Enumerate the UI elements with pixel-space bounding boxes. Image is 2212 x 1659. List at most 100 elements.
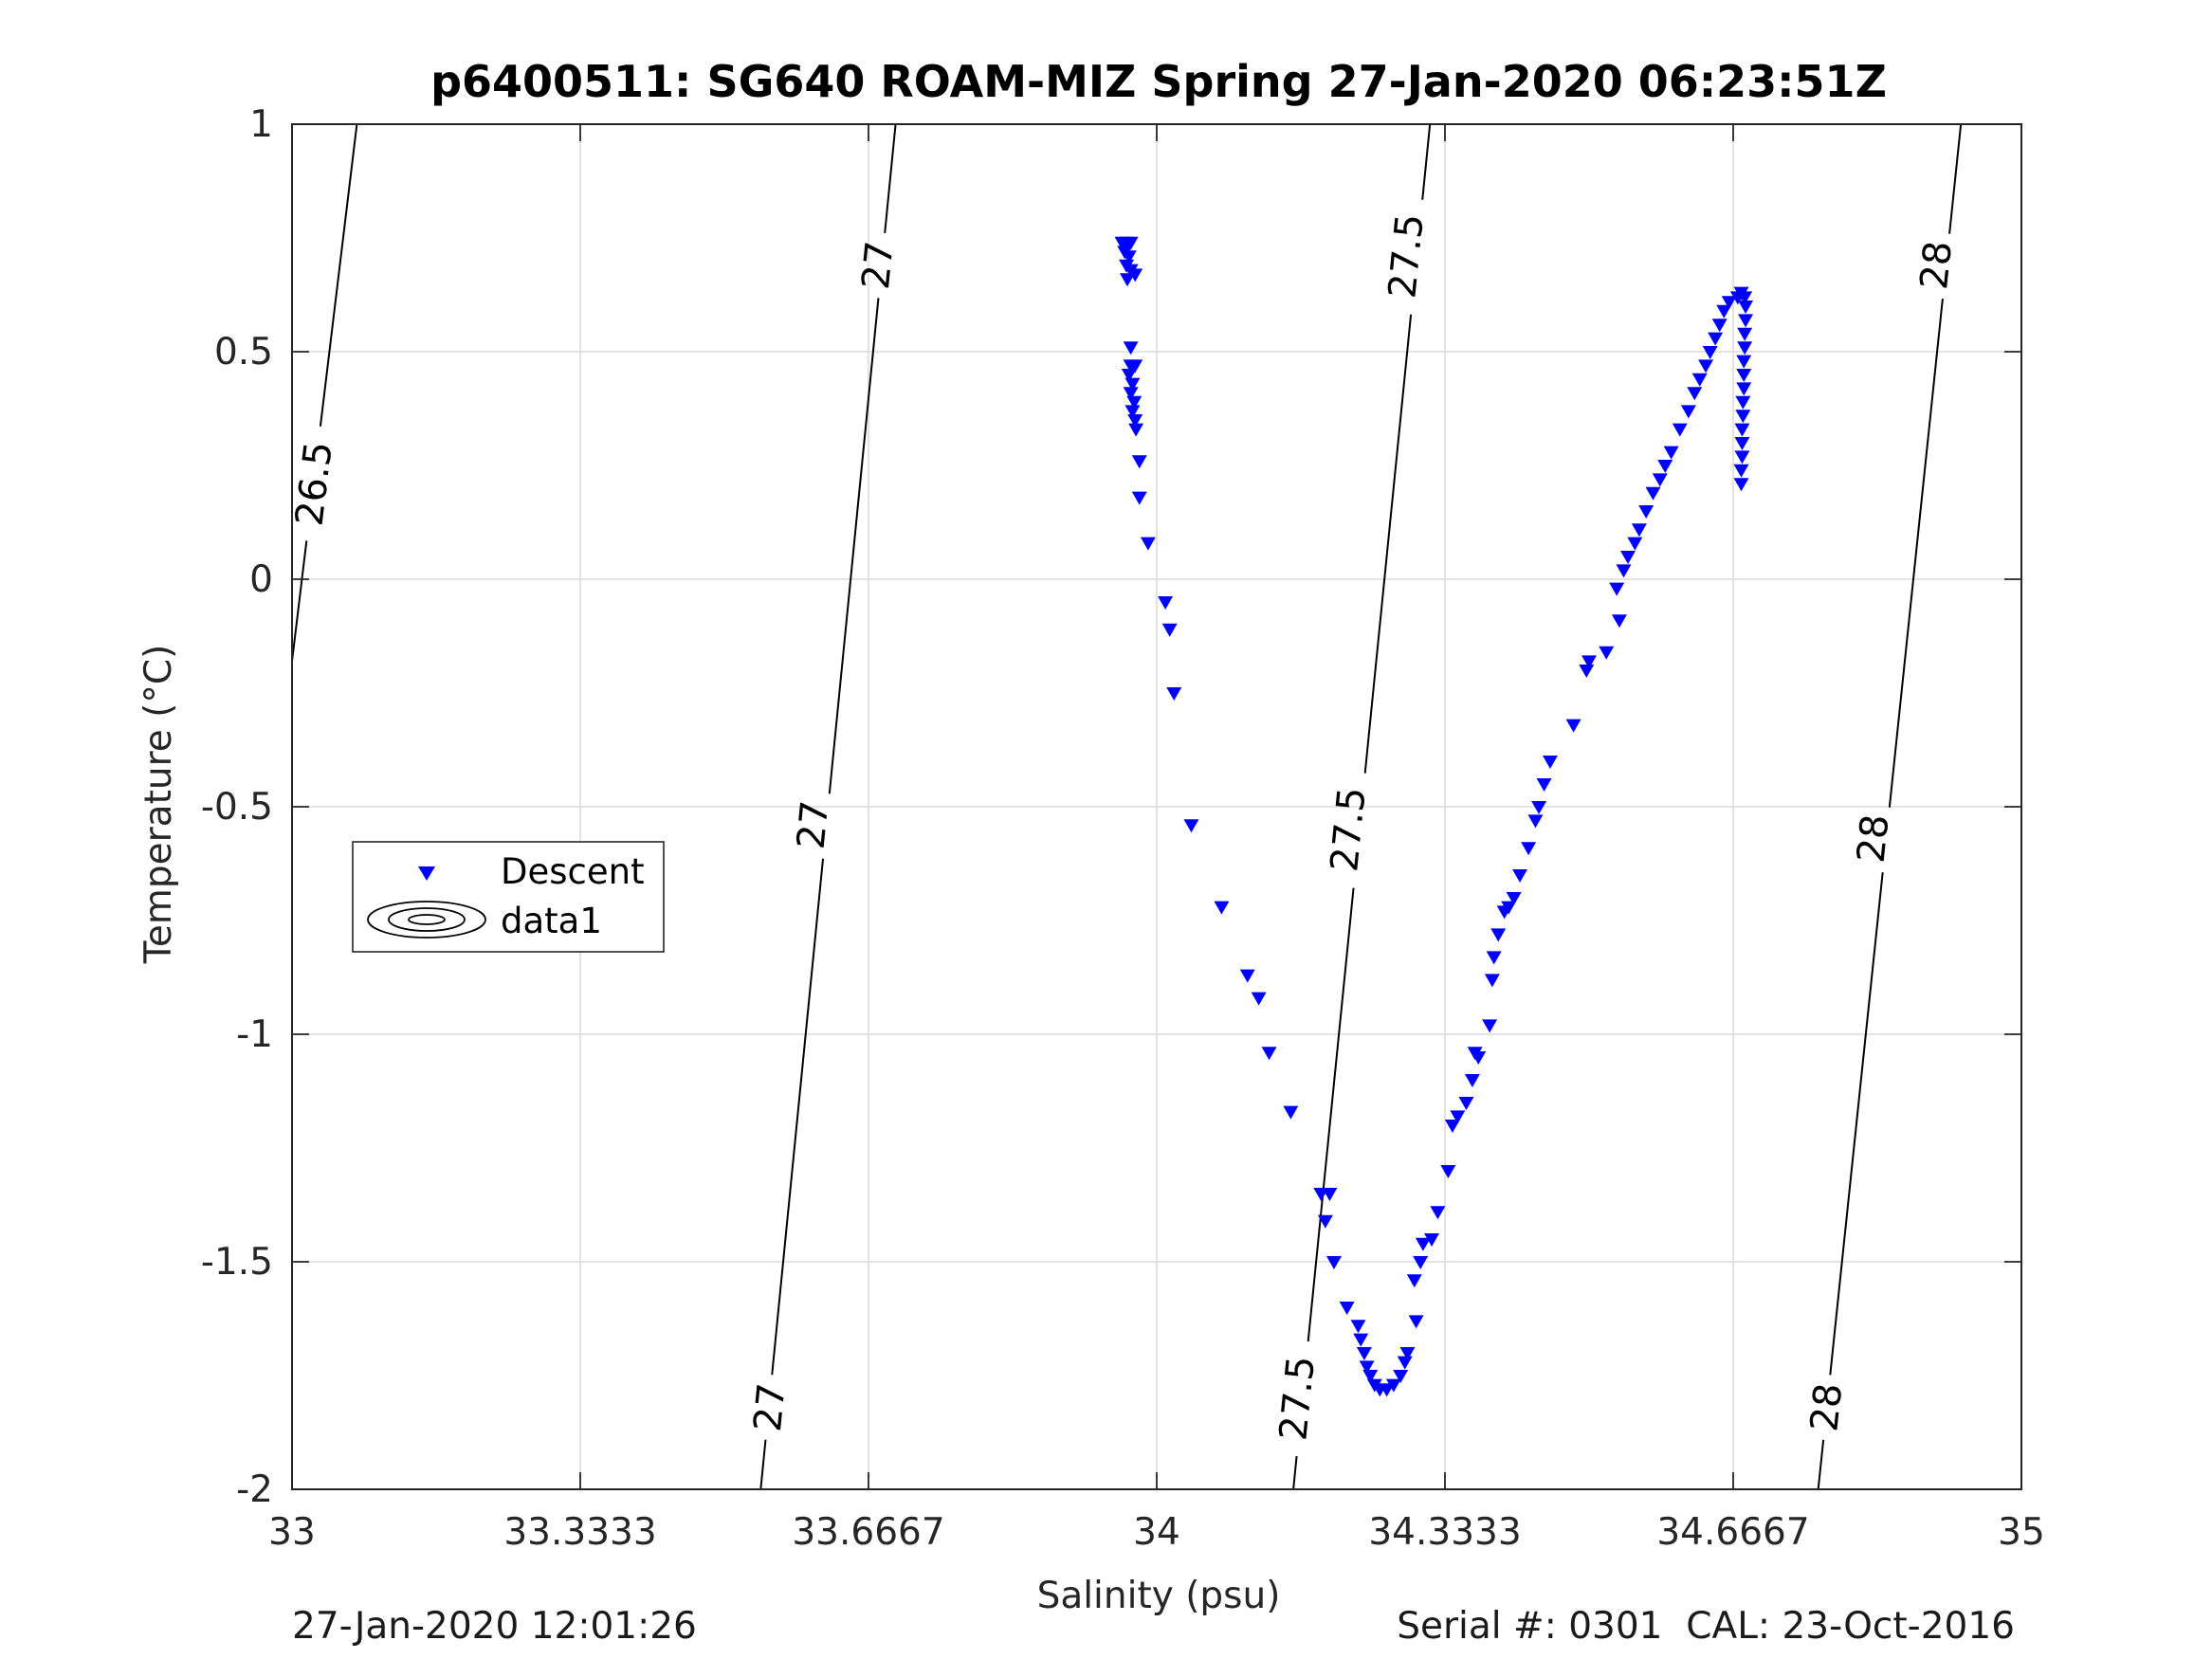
x-tick-label: 33.3333 (503, 1511, 656, 1554)
contour-label: 28 (1802, 1381, 1851, 1433)
descent-point (1652, 473, 1668, 487)
descent-point (1721, 296, 1737, 310)
contour-line-27 (884, 123, 897, 234)
contour-line-28 (1829, 872, 1884, 1376)
contour-label: 27 (746, 1381, 795, 1433)
descent-point (1521, 842, 1537, 856)
descent-point (1123, 387, 1139, 401)
contour-label: 28 (1850, 812, 1898, 865)
descent-point (1579, 665, 1595, 678)
legend-descent-marker (418, 866, 435, 881)
chart-title: p6400511: SG640 ROAM-MIZ Spring 27-Jan-2… (430, 56, 1887, 107)
descent-point (1736, 382, 1752, 396)
descent-point (1397, 1356, 1413, 1370)
descent-point (1738, 314, 1754, 328)
descent-point (1124, 405, 1141, 419)
descent-point (1350, 1320, 1366, 1334)
descent-point (1737, 327, 1753, 341)
descent-point (1736, 355, 1752, 369)
y-tick-label: -1.5 (201, 1241, 273, 1284)
descent-point (1645, 486, 1661, 501)
descent-point (1734, 437, 1750, 450)
descent-point (1657, 460, 1673, 473)
descent-point (1506, 892, 1522, 905)
descent-point (1501, 901, 1517, 915)
descent-point (1733, 464, 1749, 478)
descent-point (1444, 1120, 1460, 1133)
contour-label: 27.5 (1323, 785, 1375, 873)
legend-box (352, 841, 665, 953)
descent-point (1183, 819, 1199, 833)
descent-point (1599, 646, 1615, 660)
descent-point (1356, 1347, 1372, 1360)
descent-point (1708, 332, 1724, 346)
descent-point (1734, 423, 1750, 437)
y-tick-label: -1 (236, 1013, 273, 1056)
descent-point (1339, 1302, 1355, 1315)
descent-point (1239, 969, 1255, 983)
descent-point (1424, 1233, 1440, 1247)
descent-point (1482, 1019, 1498, 1033)
y-tick-label: -0.5 (201, 786, 273, 829)
descent-point (1527, 814, 1544, 829)
descent-point (1486, 951, 1502, 965)
descent-points (1114, 236, 1754, 1397)
y-tick-label: 0.5 (214, 331, 273, 374)
descent-point (1735, 395, 1751, 410)
descent-point (1737, 291, 1753, 305)
x-tick-label: 34 (1133, 1511, 1180, 1554)
descent-point (1512, 869, 1528, 883)
contour-line-28 (1817, 1439, 1825, 1490)
descent-point (1131, 491, 1147, 505)
contour-line-28 (1948, 123, 1963, 234)
x-axis-label: Salinity (psu) (1037, 1575, 1281, 1617)
descent-point (1458, 1097, 1474, 1110)
x-tick-label: 34.3333 (1368, 1511, 1521, 1554)
descent-point (1531, 801, 1547, 814)
descent-point (1406, 1274, 1422, 1288)
descent-point (1379, 1383, 1395, 1397)
contour-label: 28 (1912, 239, 1961, 291)
descent-point (1128, 423, 1144, 437)
descent-point (1121, 250, 1137, 264)
x-tick-label: 33.6667 (792, 1511, 944, 1554)
descent-point (1735, 410, 1751, 424)
descent-point (1440, 1165, 1456, 1178)
y-tick-label: 1 (249, 103, 273, 146)
descent-point (1166, 687, 1182, 701)
contour-label: 27 (854, 239, 903, 291)
contour-line-27-5 (1363, 314, 1413, 774)
plot-frame (291, 123, 2022, 1490)
descent-point (1542, 756, 1558, 769)
descent-point (1687, 387, 1703, 401)
descent-point (1127, 268, 1143, 283)
descent-point (1490, 928, 1507, 942)
descent-point (1737, 341, 1753, 356)
descent-point (1408, 1315, 1424, 1329)
descent-point (1467, 1047, 1483, 1061)
grid-lines (292, 124, 2021, 1489)
descent-point (1359, 1360, 1375, 1375)
legend-entry-descent: Descent (501, 851, 645, 892)
contour-line-27 (759, 1439, 767, 1490)
descent-point (1616, 564, 1632, 578)
descent-point (1716, 304, 1732, 319)
descent-point (1631, 523, 1647, 538)
descent-point (1140, 537, 1156, 551)
descent-point (1702, 346, 1718, 359)
contour-line-28 (1888, 298, 1944, 808)
descent-point (1325, 1256, 1342, 1269)
descent-point (1123, 341, 1139, 356)
descent-point (1362, 1370, 1379, 1383)
descent-point (1698, 359, 1714, 374)
descent-point (1464, 1074, 1480, 1087)
contour-line-26-5 (291, 540, 308, 662)
descent-point (1415, 1237, 1431, 1251)
descent-point (1127, 359, 1143, 374)
contour-label: 27.5 (1271, 1354, 1324, 1442)
contour-line-26-5 (319, 123, 358, 427)
contour-line-27-5 (1292, 1455, 1298, 1490)
contour-label: 27.5 (1380, 212, 1433, 301)
descent-point (1385, 1378, 1401, 1393)
descent-point (1620, 551, 1636, 564)
